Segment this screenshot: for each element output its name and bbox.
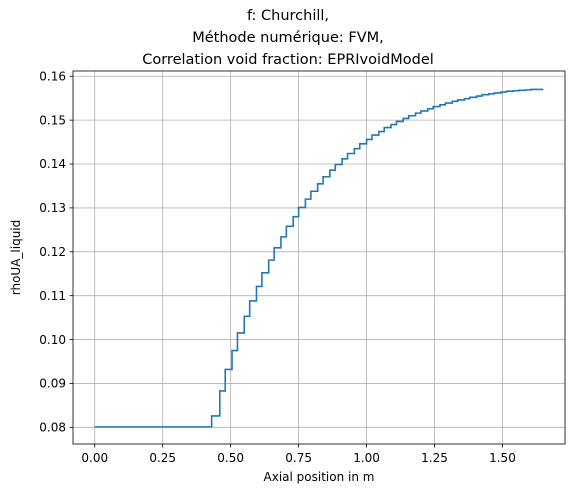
x-tick-label: 1.00: [353, 451, 380, 465]
grid: [73, 71, 565, 444]
series-layer: [94, 88, 544, 428]
y-tick-label: 0.10: [39, 333, 66, 347]
y-axis-label: rhoUA_liquid: [9, 220, 23, 296]
x-tick-label: 0.50: [217, 451, 244, 465]
x-axis-label: Axial position in m: [264, 470, 375, 484]
x-tick-label: 0.00: [81, 451, 108, 465]
x-tick-label: 0.25: [149, 451, 176, 465]
axes-frame: [72, 70, 566, 445]
chart-title-line-1: f: Churchill,: [246, 8, 330, 24]
y-tick-label: 0.15: [39, 113, 66, 127]
x-tick-label: 0.75: [285, 451, 312, 465]
y-tick-label: 0.14: [39, 157, 66, 171]
y-tick-label: 0.12: [39, 245, 66, 259]
y-tick-label: 0.13: [39, 201, 66, 215]
x-tick-label: 1.50: [489, 451, 516, 465]
x-tick-label: 1.25: [421, 451, 448, 465]
y-tick-label: 0.09: [39, 377, 66, 391]
y-tick-label: 0.11: [39, 289, 66, 303]
series-step-line: [94, 88, 544, 428]
chart-title-line-3: Correlation void fraction: EPRIvoidModel: [142, 52, 434, 68]
chart-title-line-2: Méthode numérique: FVM,: [192, 30, 384, 46]
y-tick-label: 0.08: [39, 421, 66, 435]
y-tick-label: 0.16: [39, 69, 66, 83]
ticks: 0.00 0.25 0.50 0.75 1.00 1.25 1.50 0.08 0.09 0.10…: [39, 69, 516, 465]
